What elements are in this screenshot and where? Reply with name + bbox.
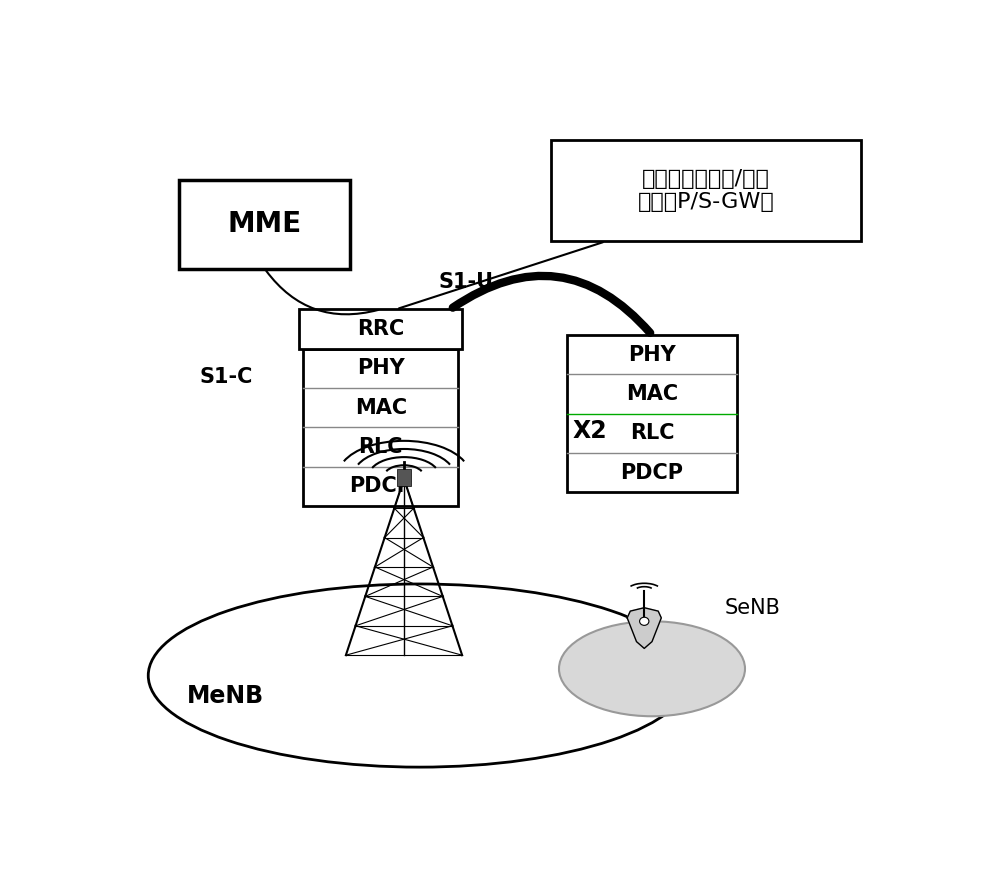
Polygon shape: [627, 608, 661, 648]
FancyArrowPatch shape: [266, 270, 378, 315]
Text: MAC: MAC: [355, 397, 407, 418]
Text: MeNB: MeNB: [187, 684, 264, 708]
Bar: [397, 469, 411, 485]
Text: PDCP: PDCP: [620, 463, 684, 483]
Text: MME: MME: [227, 211, 302, 239]
Text: S1-C: S1-C: [199, 367, 252, 387]
Text: PHY: PHY: [628, 344, 676, 365]
FancyArrowPatch shape: [399, 242, 603, 308]
Text: PHY: PHY: [357, 359, 405, 378]
Text: S1-U: S1-U: [438, 272, 494, 292]
Bar: [299, 309, 462, 349]
Text: RLC: RLC: [358, 437, 403, 457]
Text: X2: X2: [573, 419, 607, 443]
Ellipse shape: [148, 584, 691, 767]
FancyArrowPatch shape: [453, 276, 650, 333]
Text: MAC: MAC: [626, 384, 678, 404]
Text: PDCP: PDCP: [349, 477, 412, 496]
Bar: [551, 140, 861, 241]
Circle shape: [640, 618, 649, 626]
Text: RLC: RLC: [630, 424, 674, 443]
Text: RRC: RRC: [357, 319, 404, 339]
Text: SeNB: SeNB: [725, 597, 781, 618]
Ellipse shape: [559, 621, 745, 716]
Bar: [567, 335, 737, 492]
Bar: [303, 349, 458, 506]
Bar: [179, 181, 350, 269]
Text: 分组数据网网关/服务
网关（P/S-GW）: 分组数据网网关/服务 网关（P/S-GW）: [638, 169, 775, 212]
